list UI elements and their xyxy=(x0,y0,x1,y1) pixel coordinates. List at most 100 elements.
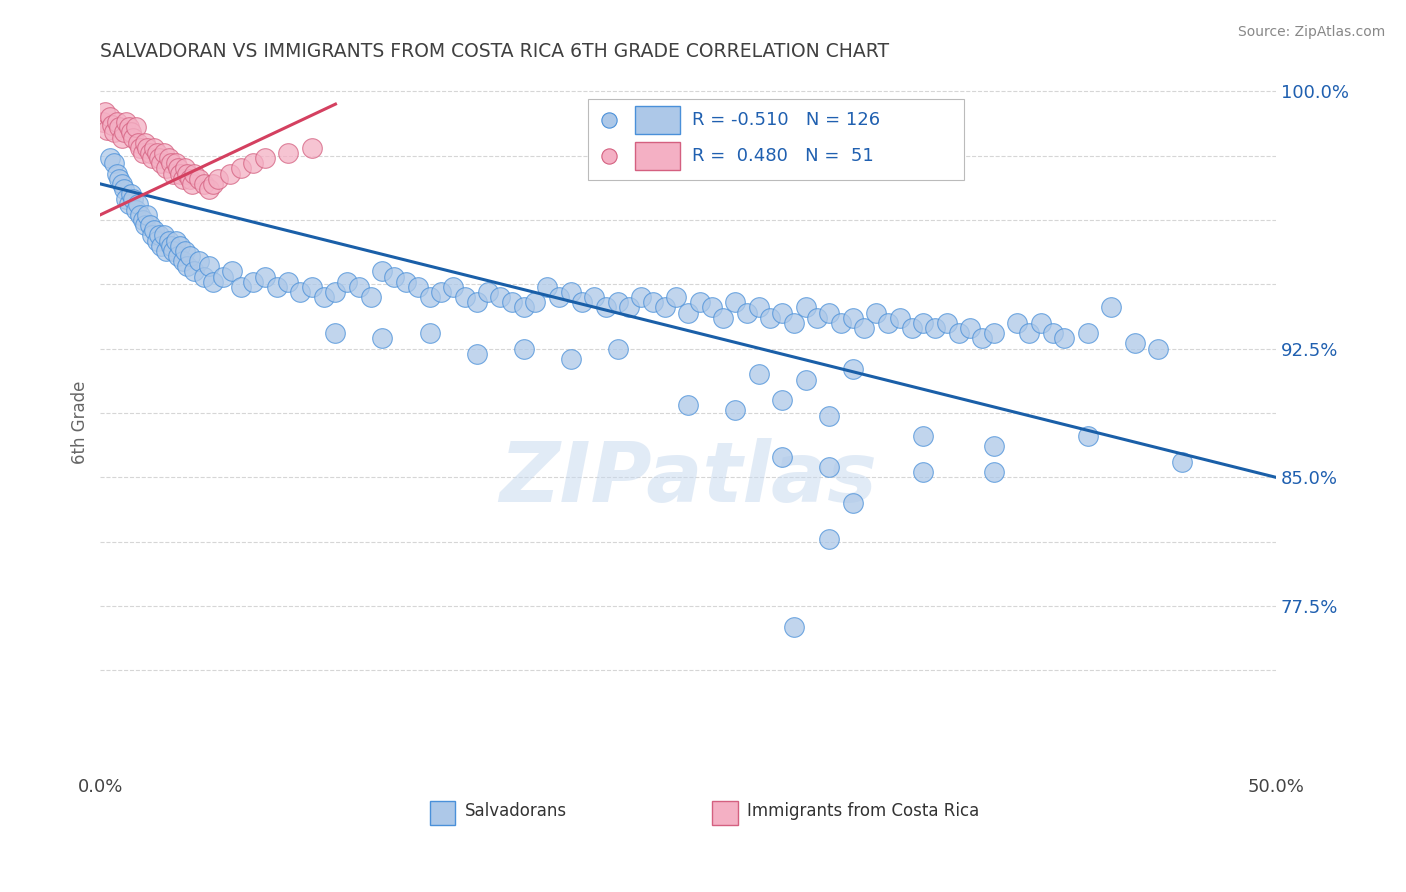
Point xyxy=(165,234,187,248)
Point xyxy=(724,403,747,417)
Point xyxy=(641,295,664,310)
Point xyxy=(524,295,547,310)
Point xyxy=(183,167,205,181)
Point xyxy=(347,280,370,294)
Point xyxy=(153,146,176,161)
Point xyxy=(150,156,173,170)
Point xyxy=(153,228,176,243)
Point xyxy=(124,120,146,135)
Point xyxy=(218,167,240,181)
Point xyxy=(830,316,852,330)
Point xyxy=(169,167,191,181)
Point xyxy=(122,192,145,206)
Point xyxy=(108,171,131,186)
Point xyxy=(181,177,204,191)
Point xyxy=(382,269,405,284)
Point xyxy=(169,238,191,252)
Point xyxy=(146,146,169,161)
Point xyxy=(150,238,173,252)
Point xyxy=(211,269,233,284)
Point xyxy=(127,136,149,150)
Point xyxy=(193,177,215,191)
Point xyxy=(465,295,488,310)
Point xyxy=(1099,301,1122,315)
Point xyxy=(172,171,194,186)
Point xyxy=(112,125,135,139)
Point xyxy=(231,161,253,176)
Point xyxy=(748,368,770,382)
Point xyxy=(970,331,993,345)
Point xyxy=(231,280,253,294)
Point xyxy=(560,285,582,299)
Point xyxy=(290,285,312,299)
Text: R = -0.510   N = 126: R = -0.510 N = 126 xyxy=(692,111,880,128)
Point xyxy=(1007,316,1029,330)
Point xyxy=(583,290,606,304)
Point xyxy=(595,301,617,315)
Point xyxy=(110,130,132,145)
Point xyxy=(713,310,735,325)
Point xyxy=(735,305,758,319)
Point xyxy=(131,213,153,227)
Point xyxy=(700,301,723,315)
Point xyxy=(948,326,970,341)
Point xyxy=(371,331,394,345)
Point xyxy=(98,151,121,165)
Point xyxy=(912,429,935,443)
FancyBboxPatch shape xyxy=(429,801,456,824)
Point xyxy=(536,280,558,294)
Y-axis label: 6th Grade: 6th Grade xyxy=(72,380,89,464)
Point xyxy=(98,110,121,124)
Point xyxy=(136,141,159,155)
Point xyxy=(1077,326,1099,341)
Point xyxy=(889,310,911,325)
Point xyxy=(770,305,793,319)
Point xyxy=(465,347,488,361)
Point xyxy=(842,310,865,325)
Point xyxy=(877,316,900,330)
Point xyxy=(325,285,347,299)
Point xyxy=(134,218,156,232)
Text: ZIPatlas: ZIPatlas xyxy=(499,438,877,519)
Point xyxy=(105,167,128,181)
Point xyxy=(122,130,145,145)
Point xyxy=(312,290,335,304)
Point xyxy=(301,141,323,155)
Point xyxy=(157,151,180,165)
Point xyxy=(842,362,865,376)
Point xyxy=(418,326,440,341)
Point xyxy=(336,275,359,289)
Point xyxy=(1053,331,1076,345)
Point xyxy=(501,295,523,310)
Point xyxy=(188,254,211,268)
Point xyxy=(630,290,652,304)
Point xyxy=(454,290,477,304)
Point xyxy=(441,280,464,294)
Point xyxy=(783,619,806,633)
Point xyxy=(176,260,198,274)
Point xyxy=(103,156,125,170)
Text: SALVADORAN VS IMMIGRANTS FROM COSTA RICA 6TH GRADE CORRELATION CHART: SALVADORAN VS IMMIGRANTS FROM COSTA RICA… xyxy=(100,42,890,61)
Point xyxy=(360,290,382,304)
Point xyxy=(325,326,347,341)
Point xyxy=(1171,455,1194,469)
Point xyxy=(148,228,170,243)
Point xyxy=(160,156,183,170)
Point xyxy=(818,305,841,319)
Point xyxy=(418,290,440,304)
Point xyxy=(136,208,159,222)
Point xyxy=(865,305,887,319)
Point xyxy=(395,275,418,289)
Point xyxy=(619,301,641,315)
Point xyxy=(172,254,194,268)
Point xyxy=(120,187,142,202)
Point xyxy=(112,182,135,196)
Point xyxy=(512,301,534,315)
Point xyxy=(165,156,187,170)
Point xyxy=(748,301,770,315)
Point xyxy=(193,269,215,284)
Point xyxy=(134,136,156,150)
Point xyxy=(924,321,946,335)
Point xyxy=(842,496,865,510)
Point xyxy=(1029,316,1052,330)
